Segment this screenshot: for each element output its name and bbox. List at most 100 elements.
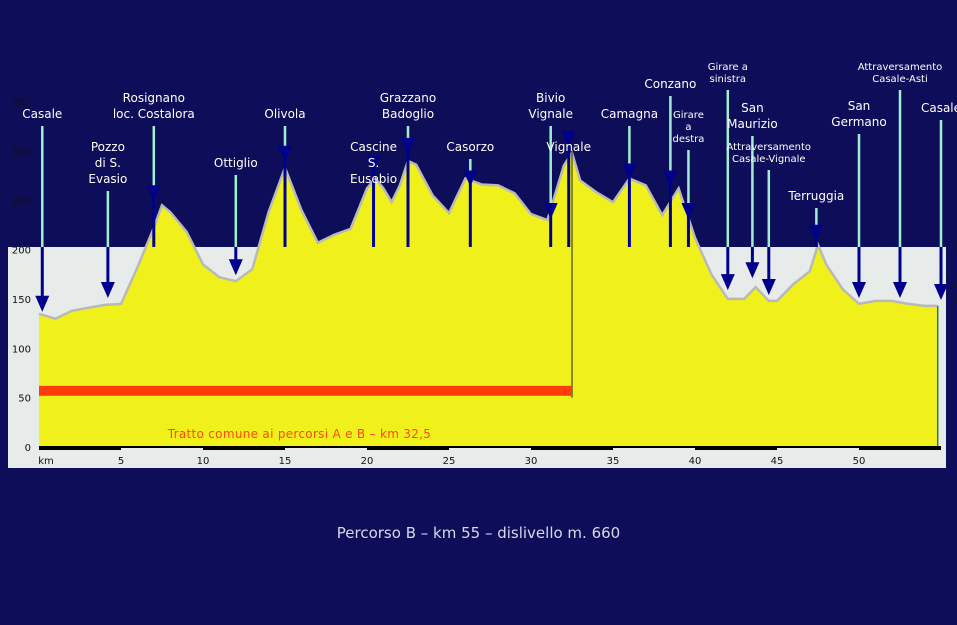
chart-caption: Percorso B – km 55 – dislivello m. 660 <box>336 524 621 542</box>
waypoint-arrowhead <box>893 281 907 298</box>
waypoint-label: Cascine <box>350 140 397 154</box>
x-tick-label: 25 <box>443 456 456 467</box>
waypoint-label: Ottiglio <box>214 156 258 170</box>
waypoint-arrowhead <box>366 155 381 172</box>
waypoint-arrowhead <box>852 281 866 298</box>
waypoint-label: Camagna <box>601 107 658 121</box>
waypoint-arrowhead <box>663 170 678 187</box>
waypoints: Casale Pozzo di S. Evasio Rosignano loc. Cost… <box>22 62 957 312</box>
x-tick-label: 15 <box>279 456 292 467</box>
y-tick-label: 0 <box>25 443 31 454</box>
waypoint: Ottiglio <box>214 156 258 276</box>
waypoint: Pozzo di S. Evasio <box>88 140 127 298</box>
waypoint: San Germano <box>831 99 887 298</box>
waypoint: Casorzo <box>446 140 494 247</box>
waypoint-label: sinistra <box>710 74 746 85</box>
waypoint-label: Pozzo <box>91 140 125 154</box>
waypoint-label: Girare a <box>708 62 748 73</box>
waypoint: Camagna <box>601 107 658 247</box>
y-tick-label: 50 <box>18 394 31 405</box>
x-tick-label: 10 <box>197 456 210 467</box>
waypoint-label: Rosignano <box>123 91 185 105</box>
waypoint-label: Casale <box>921 101 957 115</box>
waypoint-label: San <box>741 101 764 115</box>
waypoint-label: Maurizio <box>727 117 778 131</box>
x-tick-label: 45 <box>771 456 784 467</box>
y-tick-label: 350 <box>12 98 31 109</box>
axes: km 5 10 15 20 25 30 35 40 45 50 0 50 100 150 200 250 300 3… <box>12 98 941 467</box>
waypoint-arrowhead <box>228 259 243 276</box>
waypoint-arrowhead <box>35 295 50 312</box>
waypoint-label: di S. <box>95 156 121 170</box>
waypoint-arrowhead <box>745 262 760 279</box>
waypoint: Casale <box>22 107 62 312</box>
x-tick-label: 5 <box>118 456 124 467</box>
x-tick-label: 35 <box>607 456 620 467</box>
x-scale-segment <box>531 446 613 450</box>
profile-area <box>38 149 939 447</box>
y-tick-label: 250 <box>12 196 31 207</box>
waypoint-label: Terruggia <box>787 189 844 203</box>
waypoint-label: Casorzo <box>446 140 494 154</box>
waypoint-arrowhead <box>761 279 776 296</box>
waypoint: Rosignano loc. Costalora <box>113 91 195 247</box>
waypoint: Vignale <box>546 130 591 247</box>
waypoint-arrowhead <box>146 185 161 202</box>
waypoint-arrowhead <box>934 283 948 300</box>
waypoint-label: Bivio <box>536 91 565 105</box>
x-tick-label: 20 <box>361 456 374 467</box>
waypoint-label: Attraversamento <box>858 62 943 73</box>
waypoint-arrowhead <box>543 203 558 220</box>
waypoint: Conzano <box>644 77 696 247</box>
waypoint-label: loc. Costalora <box>113 107 195 121</box>
profile-fill <box>39 152 938 447</box>
waypoint: Terruggia <box>787 189 844 247</box>
y-tick-label: 300 <box>12 147 31 158</box>
waypoint: Grazzano Badoglio <box>380 91 436 247</box>
waypoint: Cascine S. Eusebio <box>350 140 397 247</box>
profile-line <box>38 149 938 321</box>
waypoint: San Maurizio <box>727 101 778 279</box>
x-scale-segment <box>39 446 121 450</box>
waypoint-label: a <box>685 122 691 133</box>
x-scale-segment <box>367 446 449 450</box>
waypoint-arrowhead <box>100 281 115 298</box>
waypoint-label: Conzano <box>644 77 696 91</box>
x-tick-label: 30 <box>525 456 538 467</box>
waypoint-label: Vignale <box>528 107 573 121</box>
y-tick-label: 200 <box>12 246 31 257</box>
waypoint-label: Grazzano <box>380 91 436 105</box>
waypoint-arrowhead <box>278 145 292 162</box>
waypoint-label: Olivola <box>264 107 305 121</box>
waypoint-label: Casale <box>22 107 62 121</box>
x-scale-segment <box>859 446 941 450</box>
x-tick-label: 40 <box>689 456 702 467</box>
waypoint-label: San <box>848 99 871 113</box>
waypoint-label: destra <box>673 134 705 145</box>
waypoint-label: Evasio <box>88 172 127 186</box>
x-tick-label: 50 <box>853 456 866 467</box>
waypoint-label: Germano <box>831 115 886 129</box>
waypoint-label: Attraversamento <box>727 142 812 153</box>
waypoint-label: Casale-Asti <box>872 74 928 85</box>
common-section-label: Tratto comune ai percorsi A e B – km 32,… <box>167 427 431 441</box>
waypoint-label: Vignale <box>546 140 591 154</box>
waypoint-label: Eusebio <box>350 172 397 186</box>
common-section-band: Tratto comune ai percorsi A e B – km 32,… <box>39 150 573 441</box>
y-tick-label: 100 <box>12 344 31 355</box>
y-tick-label: 150 <box>12 295 31 306</box>
waypoint-label: S. <box>368 156 379 170</box>
x-scale-segment <box>203 446 285 450</box>
waypoint: Bivio Vignale <box>528 91 573 247</box>
waypoint: Casale <box>921 101 957 300</box>
waypoint-arrowhead <box>401 137 415 154</box>
waypoint-arrowhead <box>720 274 735 291</box>
waypoint-arrowhead <box>809 224 824 241</box>
common-section-bar <box>39 385 572 396</box>
waypoint-arrowhead <box>463 170 478 187</box>
